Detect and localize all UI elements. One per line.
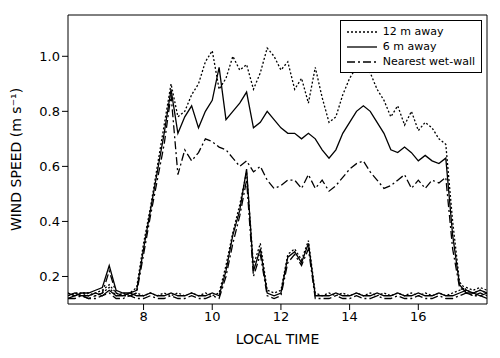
- svg-text:14: 14: [341, 309, 358, 324]
- svg-text:1.0: 1.0: [39, 49, 60, 64]
- html-text:6 m away: 6 m away: [382, 40, 437, 53]
- svg-text:WIND SPEED (m s⁻¹): WIND SPEED (m s⁻¹): [8, 88, 24, 231]
- svg-text:0.2: 0.2: [39, 269, 60, 284]
- svg-text:16: 16: [410, 309, 427, 324]
- html-text:Nearest wet-wall: Nearest wet-wall: [382, 55, 475, 68]
- svg-text:0.4: 0.4: [39, 214, 60, 229]
- svg-text:8: 8: [139, 309, 147, 324]
- svg-text:0.8: 0.8: [39, 104, 60, 119]
- html-text:12 m away: 12 m away: [382, 25, 444, 38]
- svg-text:12: 12: [273, 309, 290, 324]
- svg-text:LOCAL TIME: LOCAL TIME: [236, 331, 320, 347]
- svg-text:0.6: 0.6: [39, 159, 60, 174]
- svg-text:10: 10: [204, 309, 221, 324]
